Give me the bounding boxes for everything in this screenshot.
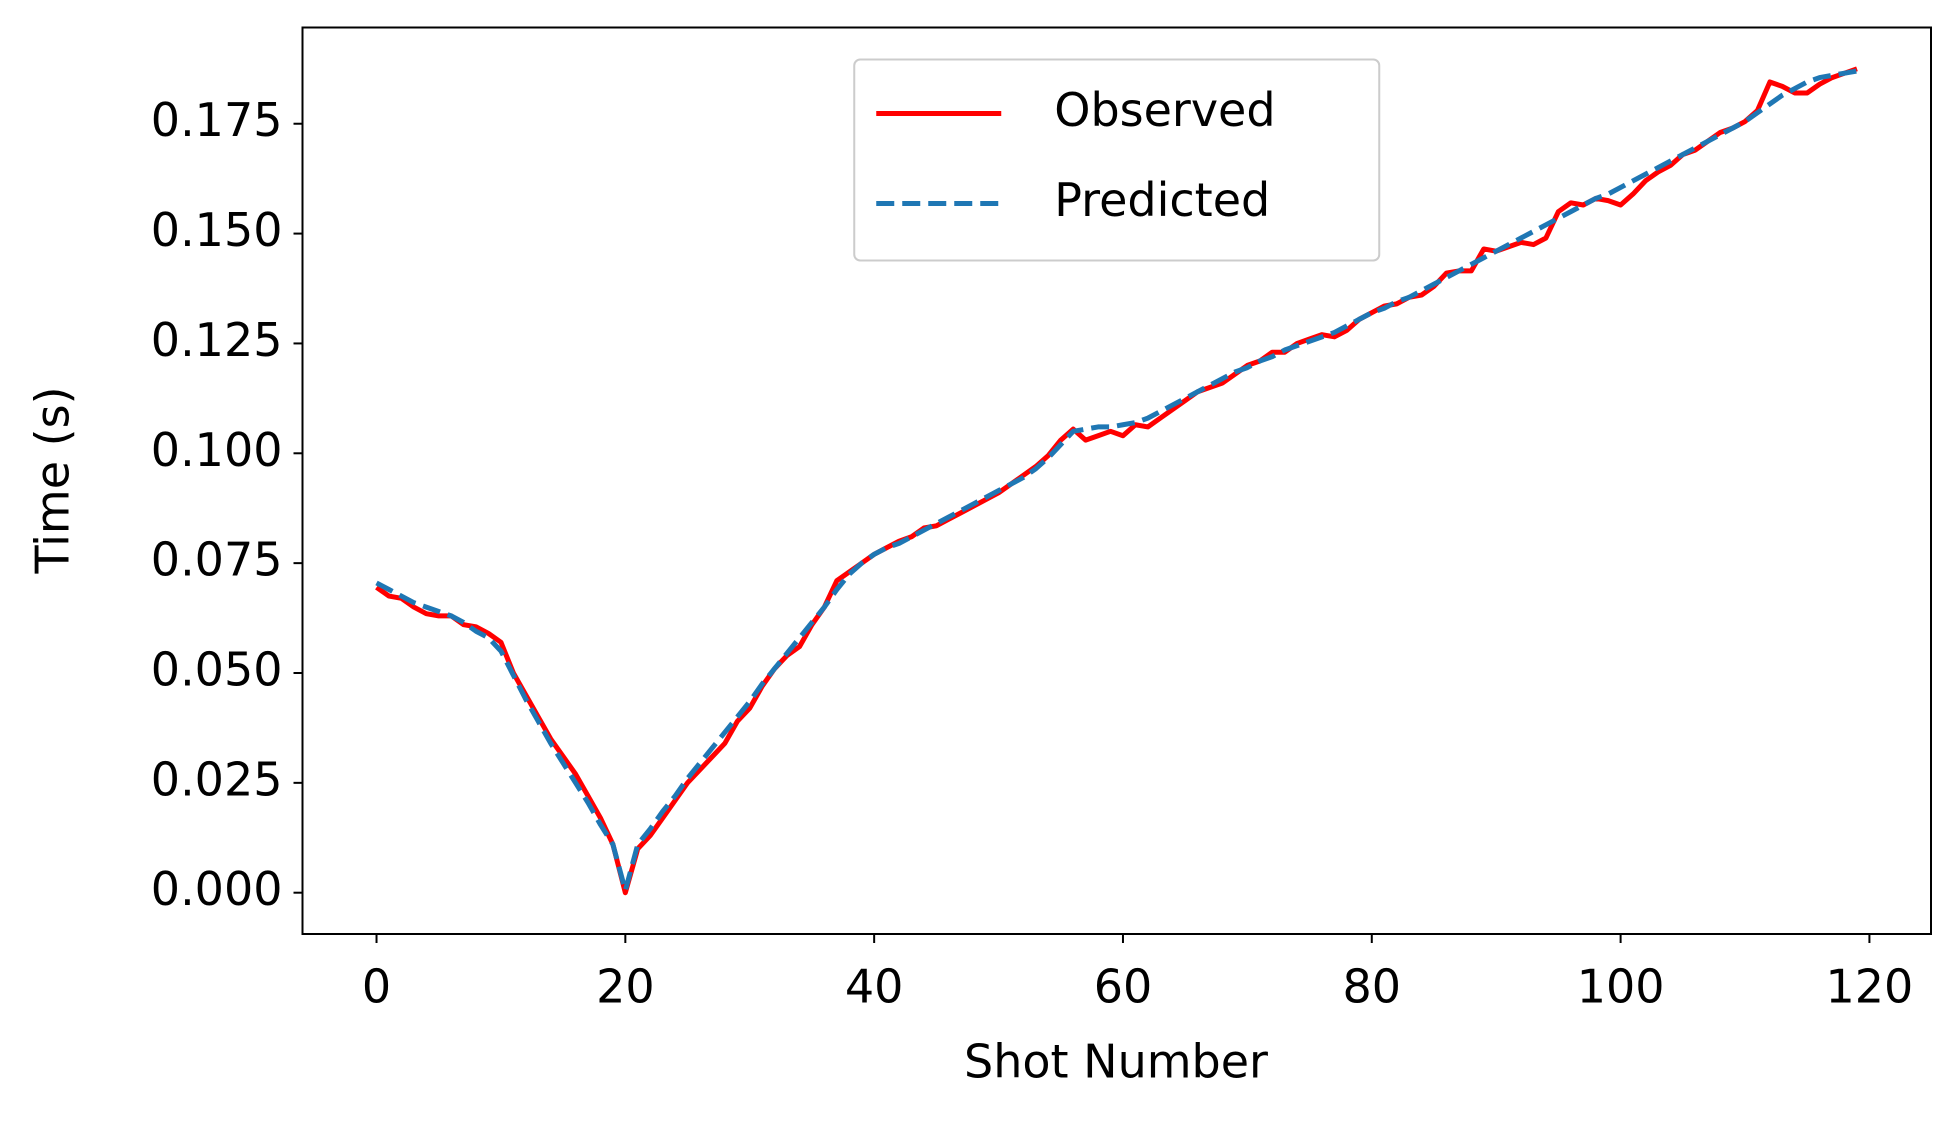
y-tick-label: 0.125 [151,313,283,367]
data-line [375,66,1858,896]
y-tick-label: 0.050 [151,642,283,696]
x-tick-label: 60 [1094,960,1153,1014]
legend-label: Predicted [1054,173,1270,227]
x-tick-label: 120 [1826,960,1914,1014]
y-tick-label: 0.150 [151,203,283,257]
legend-label: Observed [1054,83,1275,137]
y-tick-label: 0.100 [151,423,283,477]
x-tick-label: 20 [596,960,655,1014]
y-tick-label: 0.075 [151,533,283,587]
x-tick-label: 100 [1577,960,1665,1014]
y-axis-label: Time (s) [26,386,80,574]
y-tick-label: 0.000 [151,862,283,916]
y-tick-label: 0.025 [151,752,283,806]
legend-box [853,58,1381,262]
x-tick-label: 40 [845,960,904,1014]
x-axis-label: Shot Number [964,1035,1268,1089]
data-line [375,68,1858,893]
plot-frame [301,26,1932,935]
x-tick-label: 0 [362,960,391,1014]
y-tick-label: 0.175 [151,93,283,147]
x-tick-label: 80 [1343,960,1402,1014]
legend: Observed Predicted [853,58,1381,262]
